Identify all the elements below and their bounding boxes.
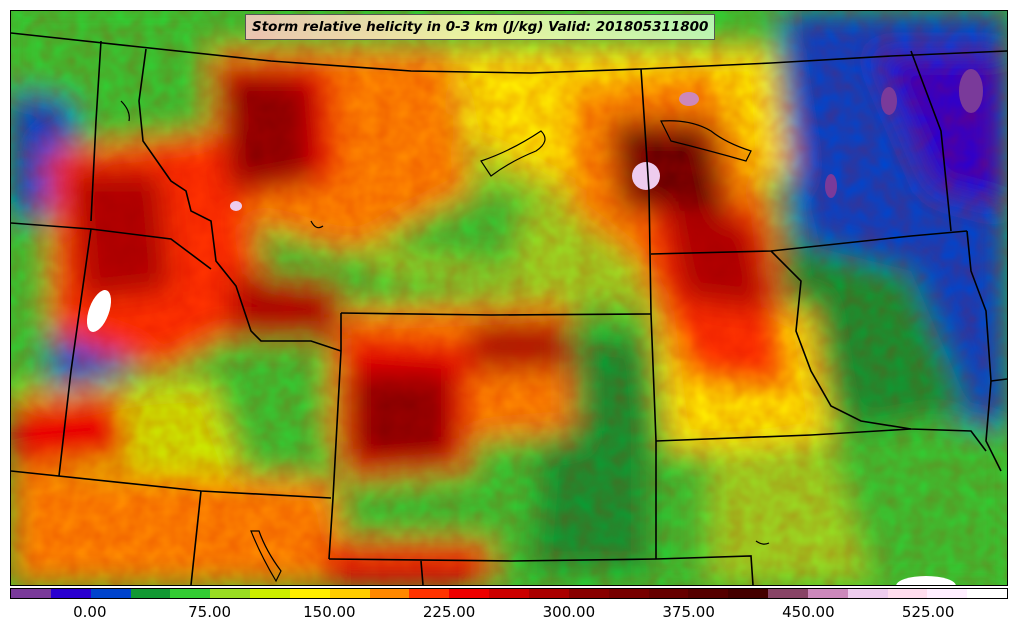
colorbar-segment [90,589,131,598]
colorbar-tick-label: 525.00 [901,603,955,621]
colorbar-ticks: 0.00 75.00 150.00 225.00 300.00 375.00 450.00 5… [10,601,1008,625]
colorbar-segment [449,589,490,598]
colorbar-segment [130,589,171,598]
colorbar-segment [50,589,91,598]
colorbar-tick-label: 300.00 [542,603,596,621]
colorbar-segment [289,589,330,598]
colorbar-segment [927,589,968,598]
high-helicity-spots [86,69,983,585]
state-boundaries [11,32,1007,585]
lakes [120,100,770,583]
colorbar-segment [568,589,609,598]
map-title: Storm relative helicity in 0-3 km (J/kg)… [245,14,716,40]
colorbar-segment [768,589,808,598]
colorbar-segment [369,589,410,598]
colorbar-segment [210,589,251,598]
colorbar [10,588,1008,599]
colorbar-segment [688,589,729,598]
colorbar-segment [329,589,370,598]
helicity-map [11,11,1007,585]
colorbar-segment [170,589,211,598]
colorbar-segment [967,589,1008,598]
colorbar-segment [489,589,529,598]
colorbar-tick-label: 225.00 [422,603,476,621]
colorbar-tick-label: 0.00 [73,603,107,621]
colorbar-segment [608,589,649,598]
colorbar-segment [409,589,450,598]
colorbar-tick-label: 150.00 [303,603,356,621]
map-panel [10,10,1008,586]
colorbar-segment [528,589,569,598]
colorbar-tick-label: 450.00 [782,603,835,621]
texture-overlay [11,11,1007,585]
colorbar-tick-label: 75.00 [188,603,232,621]
colorbar-segment [728,589,769,598]
colorbar-segment [648,589,689,598]
colorbar-segment [887,589,928,598]
colorbar-segment [11,589,51,598]
colorbar-segment [250,589,290,598]
colorbar-segment [807,589,848,598]
colorbar-segment [847,589,888,598]
colorbar-tick-label: 375.00 [662,603,715,621]
